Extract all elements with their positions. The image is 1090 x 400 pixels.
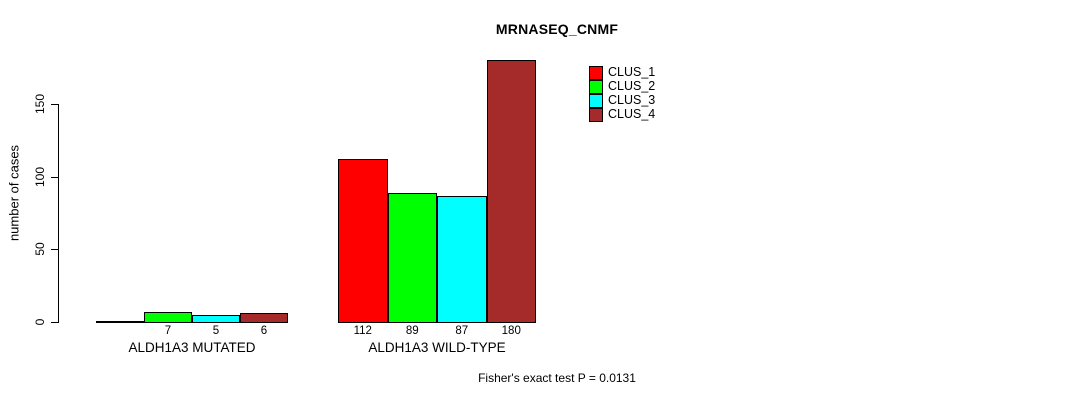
y-tick-label: 100 — [33, 166, 47, 187]
bar-value-label: 89 — [405, 325, 419, 337]
bar — [192, 314, 240, 323]
bar — [387, 192, 437, 323]
y-tick-mark — [51, 176, 58, 178]
bar — [486, 60, 536, 323]
bar-value-label: 5 — [212, 325, 220, 337]
y-tick-label: 50 — [33, 242, 47, 257]
y-tick-mark — [51, 249, 58, 251]
y-tick-label: 0 — [33, 318, 47, 326]
bar-value-label: 6 — [260, 325, 268, 337]
y-tick-label: 150 — [33, 93, 47, 115]
bar-value-label: 112 — [353, 325, 372, 337]
annotation-text: Fisher's exact test P = 0.0131 — [478, 371, 636, 385]
bar — [144, 311, 192, 323]
legend-item: CLUS_3 — [589, 93, 656, 108]
legend-item: CLUS_2 — [589, 79, 656, 94]
legend-swatch — [589, 93, 603, 108]
legend-label: CLUS_4 — [608, 107, 656, 121]
legend-item: CLUS_1 — [589, 65, 656, 80]
y-tick-mark — [51, 322, 58, 323]
bar-value-label: 180 — [501, 325, 521, 337]
y-tick-mark — [51, 104, 58, 105]
legend-label: CLUS_2 — [608, 79, 656, 93]
bar — [437, 195, 487, 323]
bar — [240, 313, 288, 323]
category-label: ALDH1A3 WILD-TYPE — [368, 340, 506, 355]
y-axis-line — [58, 104, 59, 323]
legend-swatch — [589, 79, 603, 94]
chart-title: MRNASEQ_CNMF — [495, 21, 619, 37]
legend-swatch — [589, 107, 603, 122]
legend-swatch — [589, 65, 603, 80]
bar-value-label: 87 — [455, 325, 469, 337]
bar — [338, 159, 388, 323]
legend: CLUS_1 CLUS_2 CLUS_3 CLUS_4 — [589, 65, 656, 122]
bar-value-label: 7 — [164, 325, 172, 337]
y-axis-label: number of cases — [6, 144, 22, 242]
category-label: ALDH1A3 MUTATED — [128, 340, 256, 355]
legend-label: CLUS_3 — [608, 93, 656, 107]
legend-item: CLUS_4 — [589, 107, 656, 122]
legend-label: CLUS_1 — [608, 65, 656, 79]
bar — [96, 321, 144, 323]
